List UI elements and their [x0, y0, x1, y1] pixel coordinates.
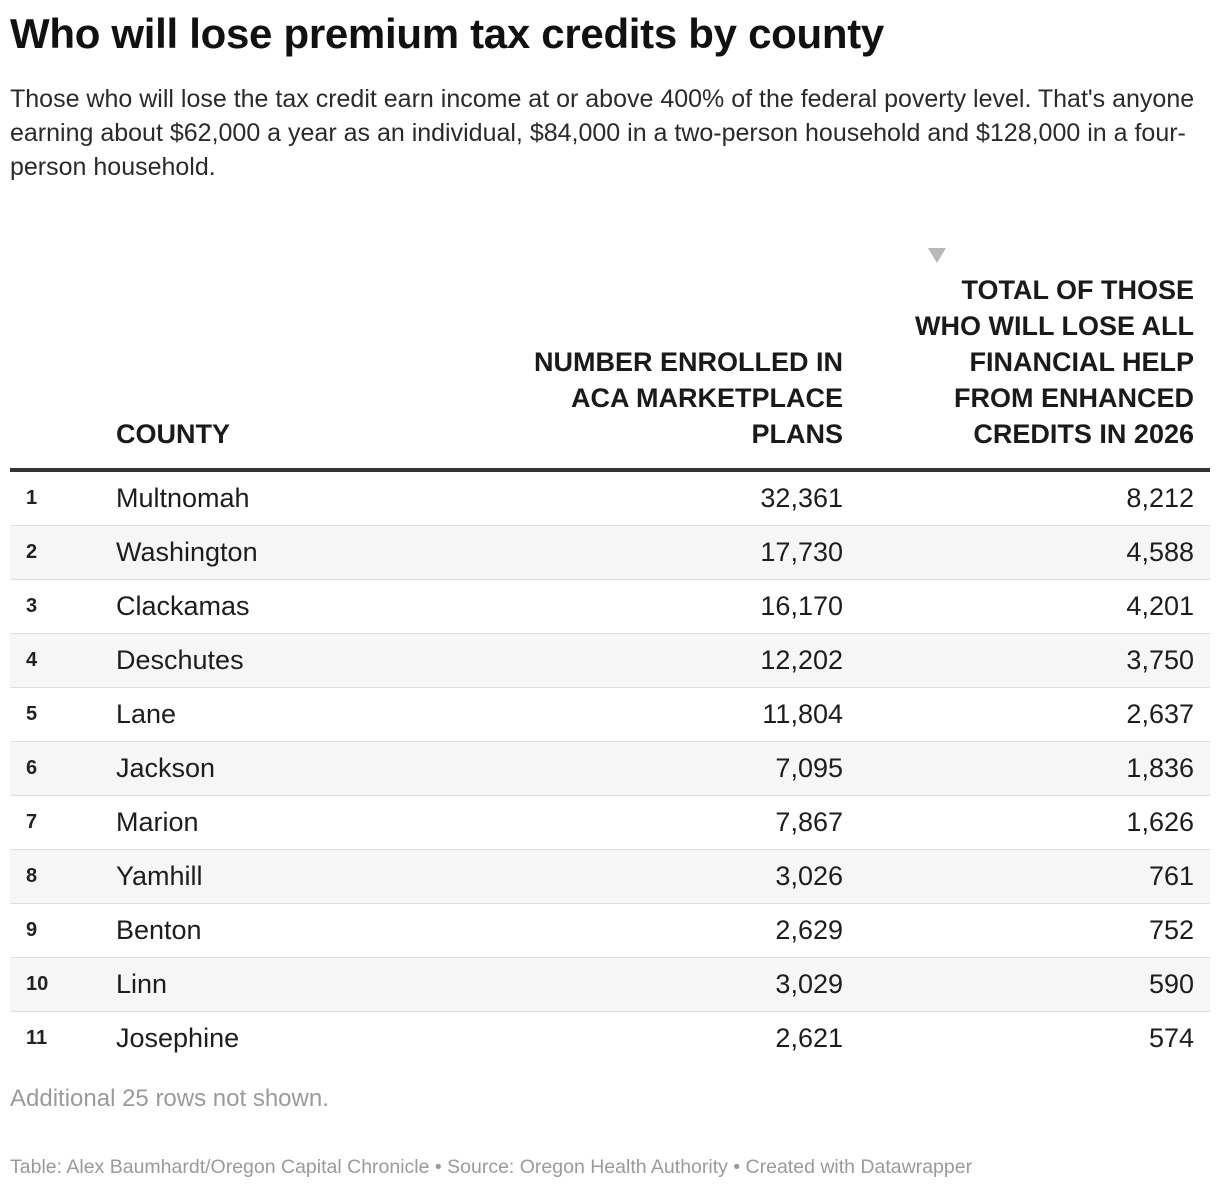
- row-enrolled-value: 11,804: [762, 699, 843, 729]
- row-lose-value: 590: [1148, 969, 1194, 999]
- row-rank: 10: [26, 973, 49, 995]
- row-lose-value: 2,637: [1126, 699, 1194, 729]
- row-rank: 9: [26, 919, 38, 941]
- table-row: 4 Deschutes 12,202 3,750: [10, 634, 1210, 688]
- table-row: 3 Clackamas 16,170 4,201: [10, 580, 1210, 634]
- row-lose-value: 752: [1148, 915, 1194, 945]
- column-header-county[interactable]: COUNTY: [116, 419, 230, 449]
- table-row: 8 Yamhill 3,026 761: [10, 850, 1210, 904]
- row-county: Linn: [116, 969, 168, 999]
- row-county: Jackson: [116, 753, 216, 783]
- row-rank: 11: [26, 1027, 48, 1049]
- row-county: Yamhill: [116, 861, 203, 891]
- row-county: Clackamas: [116, 591, 250, 621]
- table-row: 10 Linn 3,029 590: [10, 958, 1210, 1012]
- row-enrolled-value: 7,867: [775, 807, 843, 837]
- table-row: 11 Josephine 2,621 574: [10, 1012, 1210, 1066]
- row-rank: 4: [26, 649, 38, 671]
- row-lose-value: 8,212: [1126, 483, 1194, 513]
- row-lose-value: 3,750: [1126, 645, 1194, 675]
- row-county: Josephine: [116, 1023, 240, 1053]
- table-row: 6 Jackson 7,095 1,836: [10, 742, 1210, 796]
- row-enrolled-value: 17,730: [760, 537, 843, 567]
- row-lose-value: 1,836: [1126, 753, 1194, 783]
- chart-subtitle: Those who will lose the tax credit earn …: [10, 85, 1195, 181]
- table-row: 1 Multnomah 32,361 8,212: [10, 472, 1210, 526]
- row-rank: 8: [26, 865, 38, 887]
- row-lose-value: 574: [1148, 1023, 1194, 1053]
- table-row: 7 Marion 7,867 1,626: [10, 796, 1210, 850]
- table-notes: Additional 25 rows not shown.: [10, 1085, 329, 1112]
- row-county: Deschutes: [116, 645, 244, 675]
- row-lose-value: 4,588: [1126, 537, 1194, 567]
- row-rank: 5: [26, 703, 38, 725]
- table-body: 1 Multnomah 32,361 8,212 2 Washington 17,730 4,…: [10, 472, 1210, 1066]
- source-footer: Table: Alex Baumhardt/Oregon Capital Chr…: [10, 1156, 973, 1178]
- row-enrolled-value: 2,621: [775, 1023, 843, 1053]
- row-rank: 1: [26, 487, 38, 509]
- row-rank: 2: [26, 541, 38, 563]
- table-row: 9 Benton 2,629 752: [10, 904, 1210, 958]
- row-lose-value: 1,626: [1126, 807, 1194, 837]
- row-county: Marion: [116, 807, 199, 837]
- row-lose-value: 4,201: [1126, 591, 1194, 621]
- row-enrolled-value: 3,029: [775, 969, 843, 999]
- table-header: COUNTY NUMBER ENROLLED IN ACA MARKETPLAC…: [10, 236, 1210, 472]
- chart-title: Who will lose premium tax credits by cou…: [10, 10, 884, 57]
- row-county: Washington: [116, 537, 258, 567]
- data-table: COUNTY NUMBER ENROLLED IN ACA MARKETPLAC…: [10, 236, 1210, 1066]
- row-enrolled-value: 7,095: [775, 753, 843, 783]
- row-enrolled-value: 2,629: [775, 915, 843, 945]
- row-rank: 7: [26, 811, 38, 833]
- table-row: 2 Washington 17,730 4,588: [10, 526, 1210, 580]
- row-lose-value: 761: [1148, 861, 1194, 891]
- row-enrolled-value: 16,170: [760, 591, 843, 621]
- row-county: Lane: [116, 699, 177, 729]
- column-header-lose-credits[interactable]: TOTAL OF THOSE WHO WILL LOSE ALL FINANCI…: [915, 275, 1194, 449]
- row-enrolled-value: 32,361: [760, 483, 843, 513]
- row-county: Multnomah: [116, 483, 250, 513]
- table-row: 5 Lane 11,804 2,637: [10, 688, 1210, 742]
- column-header-enrolled[interactable]: NUMBER ENROLLED IN ACA MARKETPLACE PLANS: [534, 347, 843, 449]
- row-county: Benton: [116, 915, 202, 945]
- row-enrolled-value: 3,026: [775, 861, 843, 891]
- sort-descending-icon[interactable]: [928, 248, 946, 263]
- row-rank: 6: [26, 757, 38, 779]
- row-rank: 3: [26, 595, 38, 617]
- row-enrolled-value: 12,202: [760, 645, 843, 675]
